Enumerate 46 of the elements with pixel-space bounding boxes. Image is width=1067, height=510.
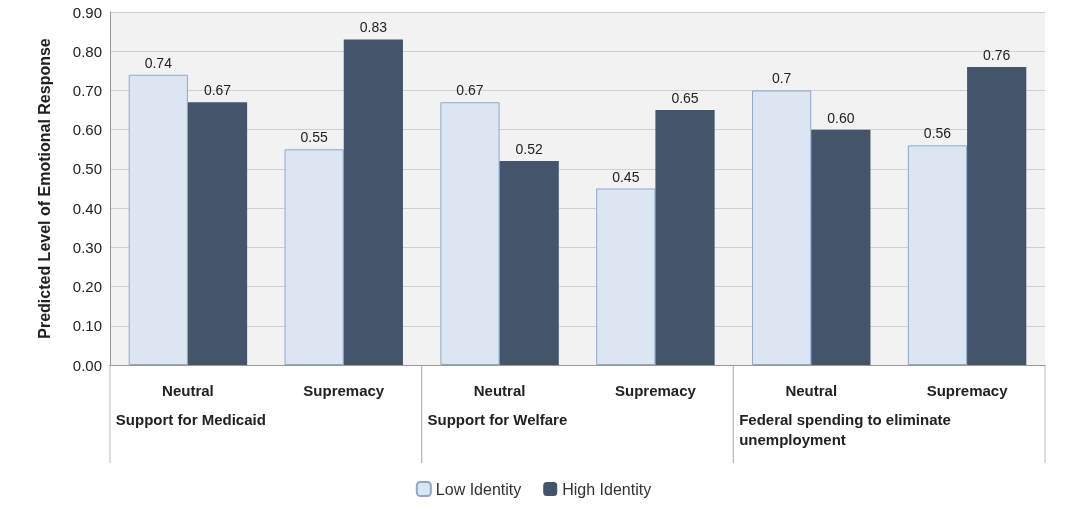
x-tick-label: Neutral	[162, 382, 214, 399]
data-label: 0.55	[300, 129, 328, 146]
x-tick-label: Neutral	[473, 382, 526, 399]
bar	[128, 74, 188, 365]
data-label: 0.45	[612, 168, 640, 185]
data-label: 0.83	[359, 19, 388, 36]
y-tick-label: 0.50	[72, 160, 102, 178]
bar	[596, 188, 656, 365]
y-tick-label: 0.00	[72, 356, 102, 374]
bar	[967, 66, 1027, 365]
legend-label: Low Identity	[435, 480, 522, 498]
bar	[440, 102, 500, 365]
y-tick-label: 0.70	[72, 81, 102, 99]
data-label: 0.74	[144, 54, 173, 71]
y-axis-title: Predicted Level of Emotional Response	[35, 38, 53, 339]
data-label: 0.76	[983, 46, 1011, 63]
bar	[655, 110, 715, 365]
y-tick-label: 0.20	[72, 278, 102, 296]
data-label: 0.67	[203, 82, 232, 99]
y-tick-label: 0.60	[72, 121, 102, 139]
text: Support for Medicaid	[115, 410, 266, 428]
bar	[907, 145, 968, 365]
bar	[499, 161, 559, 365]
bar	[187, 102, 248, 365]
data-label: 0.7	[771, 70, 792, 87]
data-label: 0.65	[671, 90, 699, 107]
x-tick-label: Supremacy	[303, 382, 385, 399]
y-tick-label: 0.10	[72, 317, 102, 335]
y-tick-label: 0.30	[72, 238, 102, 256]
data-label: 0.67	[456, 82, 484, 99]
x-tick-label: Supremacy	[614, 382, 697, 399]
data-label: 0.60	[827, 109, 855, 126]
y-tick-label: 0.90	[72, 3, 102, 21]
bar	[343, 39, 403, 365]
legend-label: High Identity	[562, 480, 652, 498]
x-tick-label: Neutral	[785, 382, 838, 399]
y-tick-label: 0.80	[72, 42, 102, 60]
text: Support for Welfare	[427, 410, 568, 428]
bar	[284, 149, 344, 365]
data-label: 0.56	[923, 125, 952, 142]
data-label: 0.52	[515, 141, 544, 158]
text: Federal spending to eliminate unemployment	[739, 410, 956, 448]
y-tick-label: 0.40	[72, 199, 102, 217]
x-tick-label: Supremacy	[926, 382, 1009, 399]
bar	[811, 129, 871, 365]
bar	[752, 90, 812, 365]
